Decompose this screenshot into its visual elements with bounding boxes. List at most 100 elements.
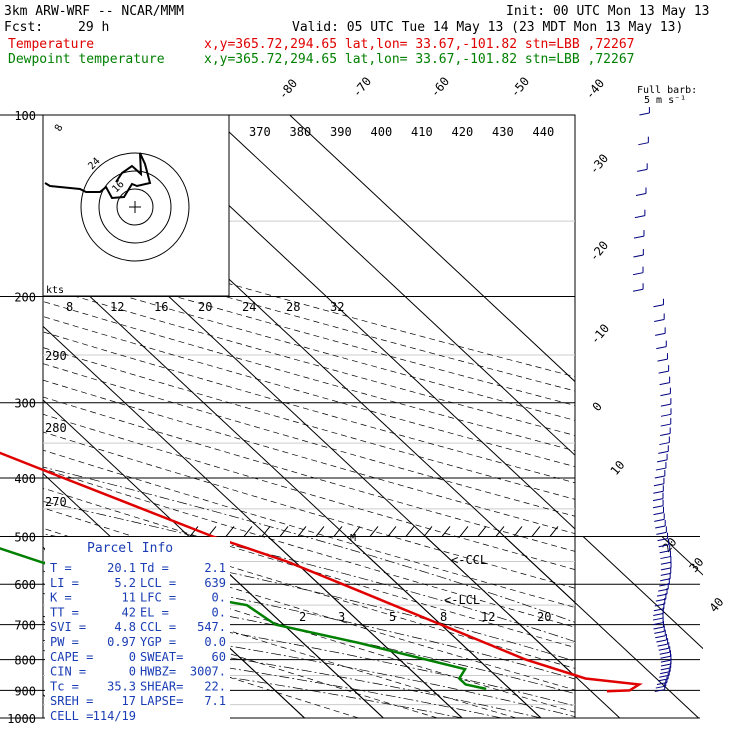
moist-adiabat xyxy=(43,501,575,643)
parcel-key: SREH = xyxy=(50,694,93,708)
parcel-value: 114/19 xyxy=(93,709,136,723)
valid-time: Valid: 05 UTC Tue 14 May 13 (23 MDT Mon … xyxy=(292,20,683,35)
isobar-label: 900 xyxy=(14,684,36,698)
moist-adiabat xyxy=(43,616,575,718)
parcel-value: 5.2 xyxy=(114,576,136,590)
wind-barb-staff xyxy=(655,635,666,639)
parcel-key: CELL = xyxy=(50,709,93,723)
wind-barb xyxy=(655,593,667,602)
sounding-profiles xyxy=(0,451,643,693)
parcel-key: EL = xyxy=(140,605,169,619)
wind-barb-staff xyxy=(654,630,665,634)
isobar-label: 800 xyxy=(14,654,36,668)
wind-barb xyxy=(657,353,668,362)
wind-barb xyxy=(653,506,664,516)
parcel-value: 22. xyxy=(204,679,226,693)
temp-legend-label: Temperature xyxy=(8,37,94,52)
wind-barb-staff xyxy=(656,346,667,350)
mixing-ratio-label: 20 xyxy=(537,610,551,624)
barb-legend-line1: Full barb: xyxy=(637,85,697,96)
wind-barb xyxy=(659,376,671,386)
isotherm-label: 30 xyxy=(687,555,707,575)
model-title: 3km ARW-WRF -- NCAR/MMM xyxy=(4,4,184,19)
wind-barb xyxy=(657,453,668,463)
wind-barb xyxy=(656,340,667,350)
moist-adiabat-group xyxy=(43,466,575,719)
wind-barb xyxy=(653,607,664,616)
fcst-value: 29 h xyxy=(78,20,109,35)
parcel-value: 2.1 xyxy=(204,561,226,575)
wind-barb xyxy=(654,597,666,607)
dry-adiabat xyxy=(43,286,575,436)
isobar-label: 700 xyxy=(14,619,36,633)
isotherm-ext-line xyxy=(503,536,699,719)
wind-barb xyxy=(655,462,667,471)
wind-barb-staff xyxy=(660,423,671,427)
parcel-key: LAPSE= xyxy=(140,694,183,708)
hodograph-units: kts xyxy=(46,285,64,296)
m-marker: M xyxy=(350,533,356,544)
ratio-label: 20 xyxy=(198,300,212,314)
wind-barb xyxy=(653,298,664,308)
dry-adiabat xyxy=(43,487,575,648)
hatch-mark xyxy=(513,526,523,537)
theta-label: 440 xyxy=(533,125,555,139)
hatch-mark xyxy=(225,526,235,537)
wind-barb xyxy=(659,436,670,446)
wind-barb-staff xyxy=(659,442,670,446)
wind-barb-staff xyxy=(653,483,665,487)
wind-barb xyxy=(660,572,671,582)
wind-barb-staff xyxy=(660,567,672,571)
ratio-label: 24 xyxy=(242,300,256,314)
wind-barb-staff xyxy=(639,112,650,116)
hatch-mark xyxy=(333,526,343,537)
wind-barb xyxy=(653,621,665,630)
wind-barb xyxy=(659,669,670,678)
wind-barb xyxy=(657,532,669,542)
wind-barb-staff xyxy=(658,370,669,374)
parcel-value: 4.8 xyxy=(114,620,136,634)
barb-legend-line2: 5 m s⁻¹ xyxy=(644,95,686,106)
wind-barb xyxy=(653,477,665,487)
wind-barb-staff xyxy=(659,382,670,386)
ratio-label: 16 xyxy=(154,300,168,314)
wind-barb-staff xyxy=(654,518,665,522)
hodograph-ring xyxy=(116,188,154,226)
wind-barb xyxy=(654,625,665,634)
parcel-info-title: Parcel Info xyxy=(87,541,173,556)
hatch-mark xyxy=(351,526,361,537)
wind-barb xyxy=(637,163,648,172)
parcel-value: 60 xyxy=(212,650,226,664)
isotherm-line xyxy=(210,115,575,456)
parcel-value: 0.0 xyxy=(204,635,226,649)
wind-barb-staff xyxy=(658,647,669,651)
wind-barb-staff xyxy=(654,475,665,479)
dew-legend-location: x,y=365.72,294.65 lat,lon= 33.67,-101.82… xyxy=(204,52,634,67)
wind-barb-staff xyxy=(660,572,671,576)
hatch-mark xyxy=(405,526,415,537)
wind-barb-staff xyxy=(652,498,664,502)
wind-barb-staff xyxy=(654,603,665,607)
isotherm-label: 40 xyxy=(707,595,727,615)
wind-barb-staff xyxy=(632,288,644,292)
wind-barb-staff xyxy=(659,550,670,554)
wind-barb-staff xyxy=(654,689,665,693)
wind-barb-staff xyxy=(659,651,670,655)
dew-legend-label: Dewpoint temperature xyxy=(8,52,165,67)
wind-barb xyxy=(660,387,671,397)
isotherm-ext-line xyxy=(346,536,542,719)
dry-adiabat xyxy=(43,347,575,500)
wind-barb xyxy=(660,567,672,576)
wind-barb-staff xyxy=(653,612,664,616)
wind-barb-staff xyxy=(655,525,666,529)
theta-label: 390 xyxy=(330,125,352,139)
hatch-mark xyxy=(261,526,271,537)
mixing-ratio-label: 3 xyxy=(338,610,345,624)
wind-barb-staff xyxy=(653,490,664,494)
wind-barb xyxy=(660,398,672,407)
isotherm-line xyxy=(131,115,575,530)
isotherm-line xyxy=(289,115,575,383)
mixing-ratio-label: 12 xyxy=(481,610,495,624)
hodograph-frame xyxy=(42,114,230,297)
